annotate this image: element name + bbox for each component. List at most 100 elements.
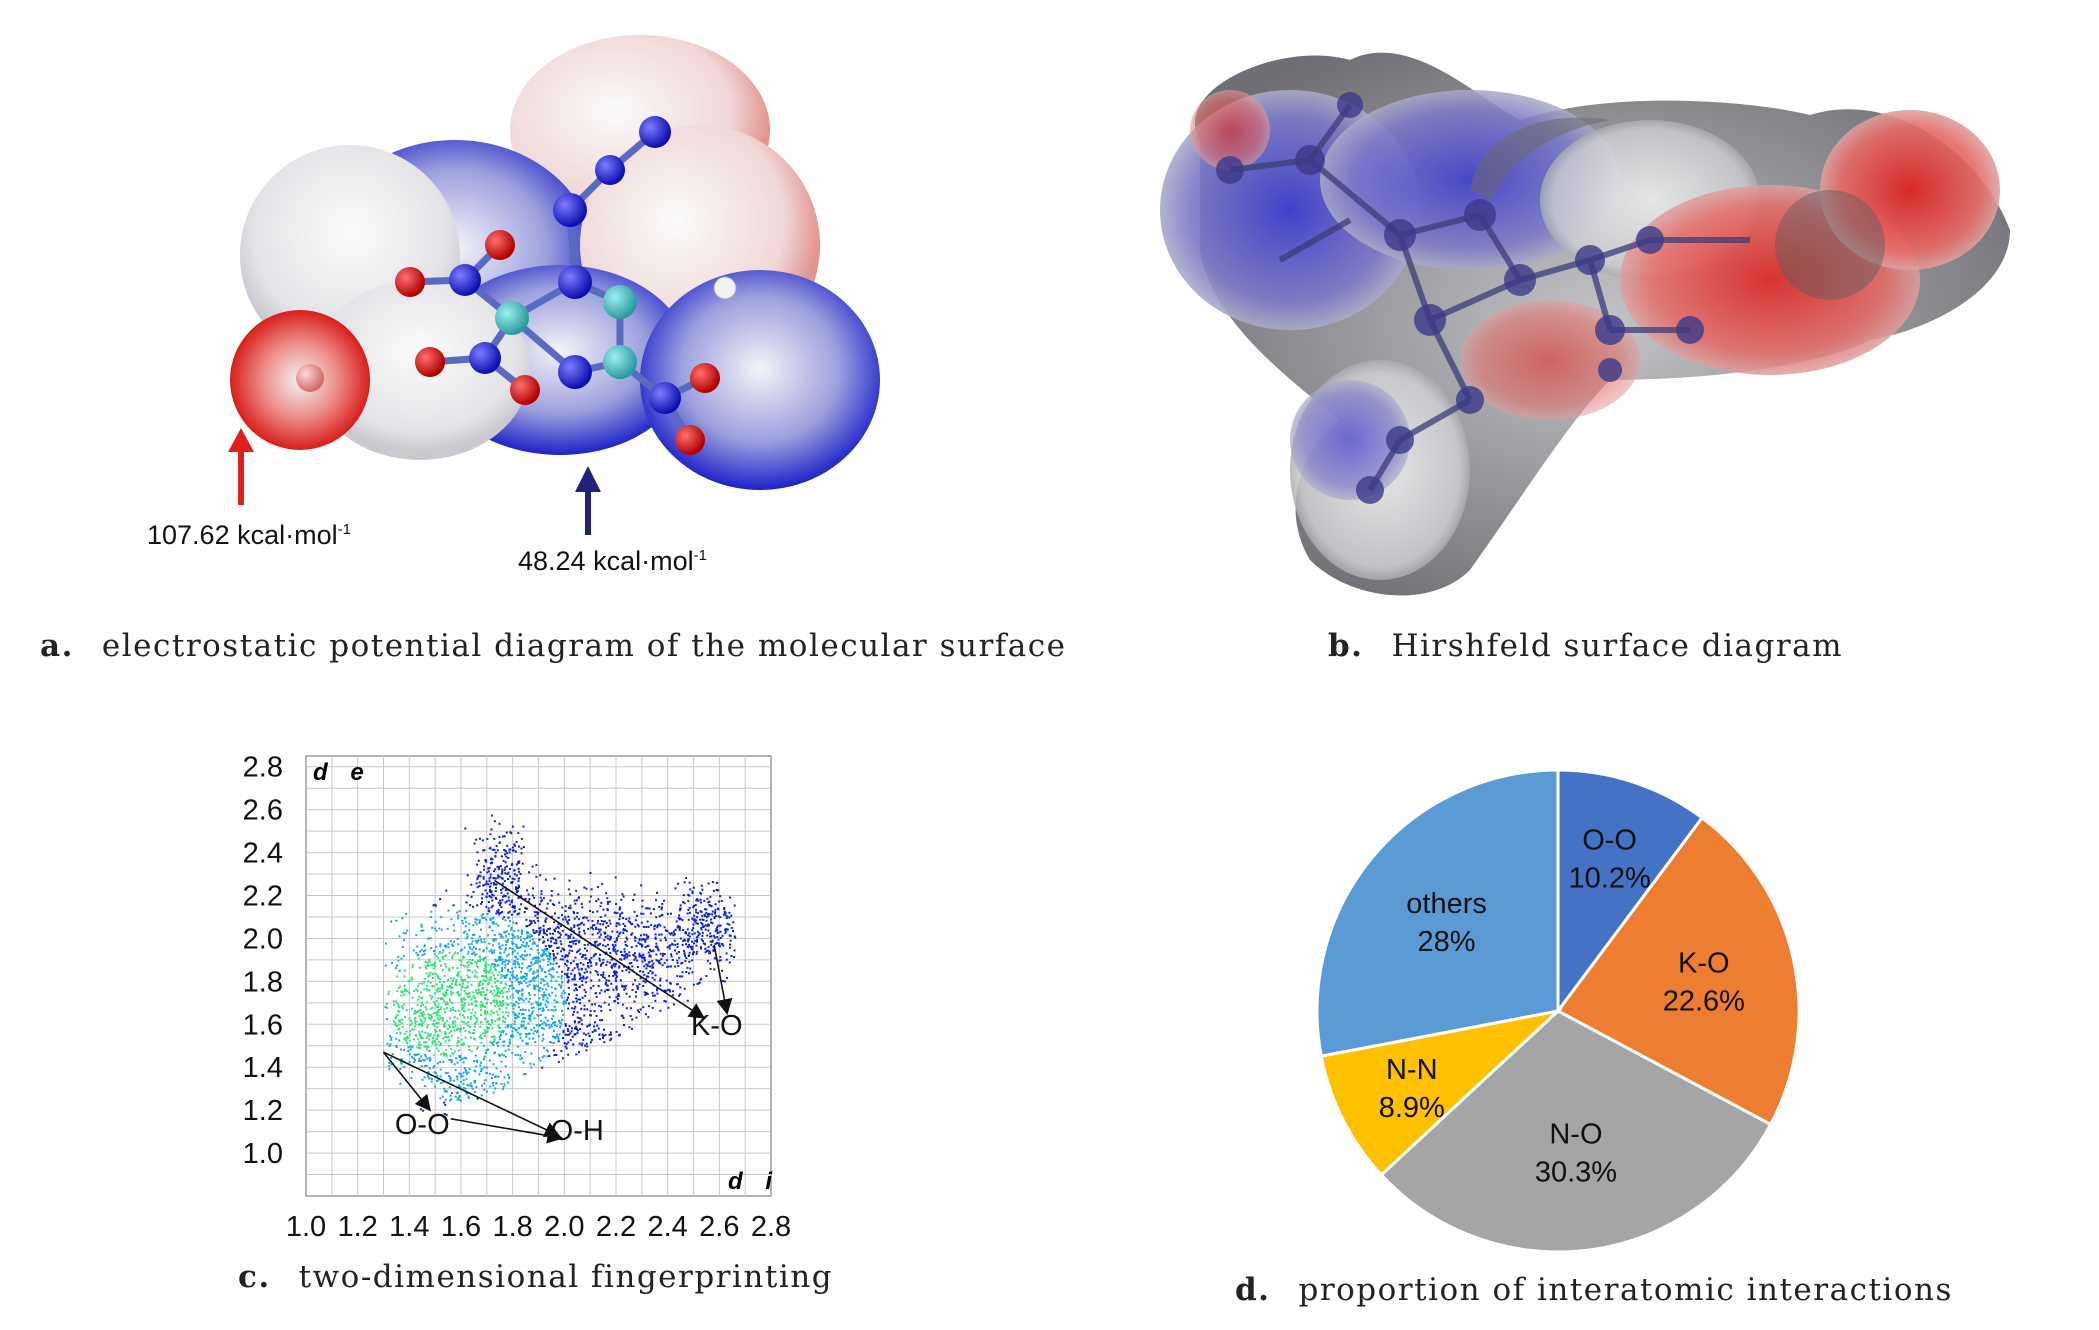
fingerprint-point: [625, 992, 628, 995]
fingerprint-point: [539, 874, 542, 877]
fingerprint-point: [707, 912, 710, 915]
fingerprint-point: [399, 985, 402, 988]
fingerprint-point: [536, 969, 539, 972]
fingerprint-point: [408, 1053, 411, 1056]
fingerprint-point: [461, 922, 464, 925]
fingerprint-point: [550, 986, 553, 989]
fingerprint-point: [480, 1009, 483, 1011]
fingerprint-point: [515, 874, 518, 877]
fingerprint-point: [521, 977, 524, 980]
fingerprint-point: [395, 1037, 398, 1040]
fingerprint-point: [467, 950, 470, 953]
fingerprint-point: [573, 924, 576, 927]
fingerprint-point: [458, 1009, 460, 1012]
fingerprint-point: [643, 965, 646, 968]
fingerprint-point: [687, 972, 690, 975]
fingerprint-point: [687, 940, 690, 943]
fingerprint-point: [625, 969, 628, 972]
fingerprint-point: [491, 1073, 494, 1076]
fingerprint-point: [442, 969, 444, 972]
fingerprint-point: [566, 976, 569, 979]
fingerprint-point: [473, 1014, 476, 1017]
fingerprint-point: [705, 916, 708, 919]
fingerprint-point: [417, 1053, 420, 1056]
fingerprint-point: [494, 1075, 496, 1078]
fingerprint-point: [446, 1072, 449, 1075]
fingerprint-point: [498, 841, 501, 844]
fingerprint-point: [474, 1070, 477, 1073]
fingerprint-point: [561, 947, 564, 950]
fingerprint-point: [578, 1051, 580, 1054]
fingerprint-point: [627, 920, 630, 923]
fingerprint-point: [501, 969, 504, 971]
fingerprint-point: [428, 1014, 431, 1017]
fingerprint-point: [528, 969, 531, 972]
fingerprint-point: [417, 957, 420, 960]
fingerprint-point: [470, 983, 473, 986]
fingerprint-point: [679, 907, 682, 910]
fingerprint-point: [671, 959, 674, 961]
fingerprint-point: [623, 985, 626, 988]
fingerprint-point: [543, 1054, 546, 1057]
fingerprint-point: [474, 939, 477, 942]
fingerprint-point: [618, 965, 621, 968]
fingerprint-point: [491, 1020, 494, 1023]
fingerprint-point: [428, 1049, 431, 1052]
fingerprint-point: [554, 994, 557, 997]
fingerprint-point: [521, 929, 523, 932]
fingerprint-point: [511, 952, 514, 955]
fingerprint-point: [511, 937, 514, 940]
fingerprint-point: [513, 843, 516, 846]
fingerprint-point: [633, 952, 636, 955]
fingerprint-point: [483, 1045, 486, 1047]
fingerprint-point: [423, 1059, 426, 1062]
fingerprint-point: [583, 886, 586, 889]
fingerprint-point: [622, 928, 625, 930]
fingerprint-point: [471, 1087, 474, 1090]
fingerprint-point: [696, 939, 698, 942]
fingerprint-point: [518, 946, 521, 949]
fingerprint-point: [603, 1001, 606, 1004]
fingerprint-point: [483, 883, 486, 886]
fingerprint-point: [397, 955, 400, 958]
fingerprint-point: [445, 1001, 448, 1004]
fingerprint-point: [528, 1032, 530, 1035]
fingerprint-point: [503, 1054, 505, 1057]
pie-label-name: others: [1406, 888, 1487, 920]
fingerprint-point: [724, 914, 727, 917]
fingerprint-point: [684, 931, 687, 934]
fingerprint-point: [512, 921, 515, 924]
fingerprint-point: [575, 951, 578, 954]
fingerprint-point: [486, 1066, 489, 1069]
fingerprint-point: [435, 973, 438, 976]
fingerprint-point: [578, 930, 581, 933]
fingerprint-point: [441, 955, 444, 958]
fingerprint-point: [410, 1028, 413, 1031]
fingerprint-point: [537, 1008, 540, 1010]
fingerprint-point: [426, 1024, 429, 1027]
fingerprint-point: [623, 950, 626, 953]
fingerprint-point: [577, 1021, 580, 1024]
fingerprint-point: [557, 923, 560, 926]
fingerprint-point: [683, 938, 686, 941]
fingerprint-point: [625, 956, 628, 959]
fingerprint-point: [489, 862, 492, 865]
fingerprint-point: [515, 888, 517, 890]
fingerprint-point: [499, 935, 502, 938]
y-tick-label: 2.2: [243, 881, 283, 913]
fingerprint-point: [494, 977, 497, 980]
fingerprint-point: [439, 1068, 442, 1071]
fingerprint-point: [445, 1049, 448, 1052]
fingerprint-point: [489, 1041, 492, 1043]
fingerprint-point: [576, 924, 579, 927]
fingerprint-point: [435, 999, 438, 1002]
fingerprint-point: [472, 924, 475, 927]
fingerprint-point: [543, 983, 546, 986]
fingerprint-point: [651, 971, 654, 974]
fingerprint-point: [611, 930, 614, 933]
fingerprint-point: [552, 968, 555, 971]
fingerprint-point: [583, 988, 586, 991]
fingerprint-point: [528, 924, 531, 927]
fingerprint-point: [576, 1011, 579, 1014]
